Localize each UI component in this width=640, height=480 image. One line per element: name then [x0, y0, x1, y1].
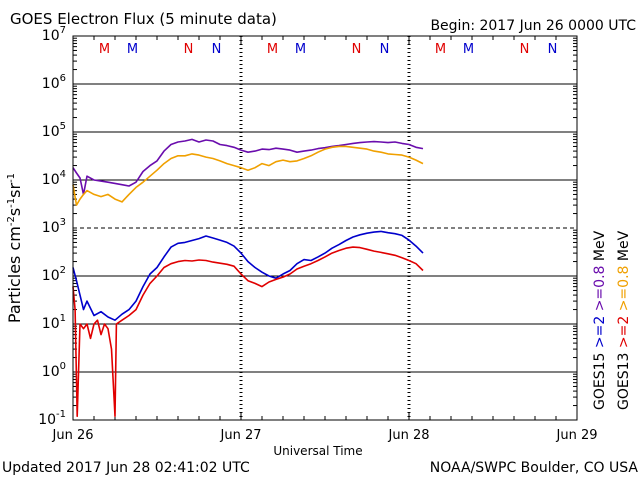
marker-n: N — [520, 42, 530, 57]
y-label-exp3: -1 — [6, 173, 17, 183]
y-tick-base: 10 — [42, 316, 60, 332]
y-tick-label: 107 — [42, 25, 66, 44]
chart-title: GOES Electron Flux (5 minute data) — [10, 10, 277, 28]
y-label-s: s — [5, 208, 24, 216]
series-line-1 — [72, 138, 424, 196]
y-tick-label: 106 — [42, 73, 66, 92]
y-tick-label: 102 — [42, 265, 66, 284]
x-tick-label: Jun 27 — [220, 428, 262, 443]
series-line-3 — [72, 230, 424, 321]
y-tick-exp: 1 — [60, 313, 66, 324]
marker-n: N — [380, 42, 390, 57]
begin-label: Begin: 2017 Jun 26 0000 UTC — [430, 18, 636, 34]
y-tick-base: 10 — [42, 364, 60, 380]
y-label-sr: sr — [5, 183, 24, 198]
legend-entry: >=0.8 — [616, 266, 632, 316]
marker-m: M — [127, 42, 138, 57]
series-line-4 — [72, 246, 424, 417]
marker-m: M — [99, 42, 110, 57]
marker-m: M — [435, 42, 446, 57]
legend-entry: MeV — [616, 230, 632, 265]
legend-entry: >=2 — [616, 316, 632, 353]
series-lines — [72, 138, 424, 417]
x-tick-labels: Jun 26 Jun 27 Jun 28 Jun 29 — [52, 428, 598, 443]
x-tick-label: Jun 28 — [388, 428, 430, 443]
marker-m: M — [463, 42, 474, 57]
y-tick-exp: 6 — [60, 73, 66, 84]
y-tick-label: 10-1 — [38, 409, 66, 428]
y-label-base: Particles cm — [5, 226, 24, 323]
legend-goes15: GOES15 >=2 >=0.8 MeV — [592, 230, 608, 410]
x-tick-label: Jun 29 — [556, 428, 598, 443]
y-tick-base: 10 — [42, 76, 60, 92]
marker-m: M — [295, 42, 306, 57]
marker-n: N — [184, 42, 194, 57]
legend-entry: >=2 — [592, 316, 608, 353]
marker-m: M — [267, 42, 278, 57]
x-axis-label: Universal Time — [273, 444, 362, 458]
plot-frame — [72, 35, 578, 421]
y-tick-exp: 3 — [60, 217, 66, 228]
marker-n: N — [548, 42, 558, 57]
y-tick-exp: 2 — [60, 265, 66, 276]
x-tick-label: Jun 26 — [52, 428, 94, 443]
legend-entry: MeV — [592, 230, 608, 265]
legend-entry: >=0.8 — [592, 266, 608, 316]
y-tick-exp: 0 — [60, 361, 66, 372]
y-tick-exp: 5 — [60, 121, 66, 132]
y-tick-label: 101 — [42, 313, 66, 332]
y-tick-base: 10 — [42, 220, 60, 236]
y-label-exp1: -2 — [6, 216, 17, 226]
legend-goes13: GOES13 >=2 >=0.8 MeV — [616, 230, 632, 410]
y-tick-exp: 4 — [60, 169, 66, 180]
y-tick-label: 103 — [42, 217, 66, 236]
legend-entry: GOES13 — [616, 353, 632, 410]
legend-entry: GOES15 — [592, 353, 608, 410]
y-tick-label: 104 — [42, 169, 66, 188]
y-tick-exp: 7 — [60, 25, 66, 36]
marker-n: N — [212, 42, 222, 57]
y-tick-exp: -1 — [56, 409, 66, 420]
y-tick-label: 105 — [42, 121, 66, 140]
source-label: NOAA/SWPC Boulder, CO USA — [430, 460, 639, 476]
y-tick-label: 100 — [42, 361, 66, 380]
y-label-exp2: -1 — [6, 198, 17, 208]
y-axis-label: Particles cm-2s-1sr-1 — [5, 173, 24, 323]
series-line-2 — [72, 145, 424, 206]
y-tick-base: 10 — [42, 268, 60, 284]
y-tick-base: 10 — [38, 412, 56, 428]
y-tick-base: 10 — [42, 124, 60, 140]
y-tick-base: 10 — [42, 28, 60, 44]
updated-timestamp: Updated 2017 Jun 28 02:41:02 UTC — [2, 460, 250, 476]
y-tick-base: 10 — [42, 172, 60, 188]
marker-n: N — [352, 42, 362, 57]
plot-grid — [73, 37, 577, 407]
